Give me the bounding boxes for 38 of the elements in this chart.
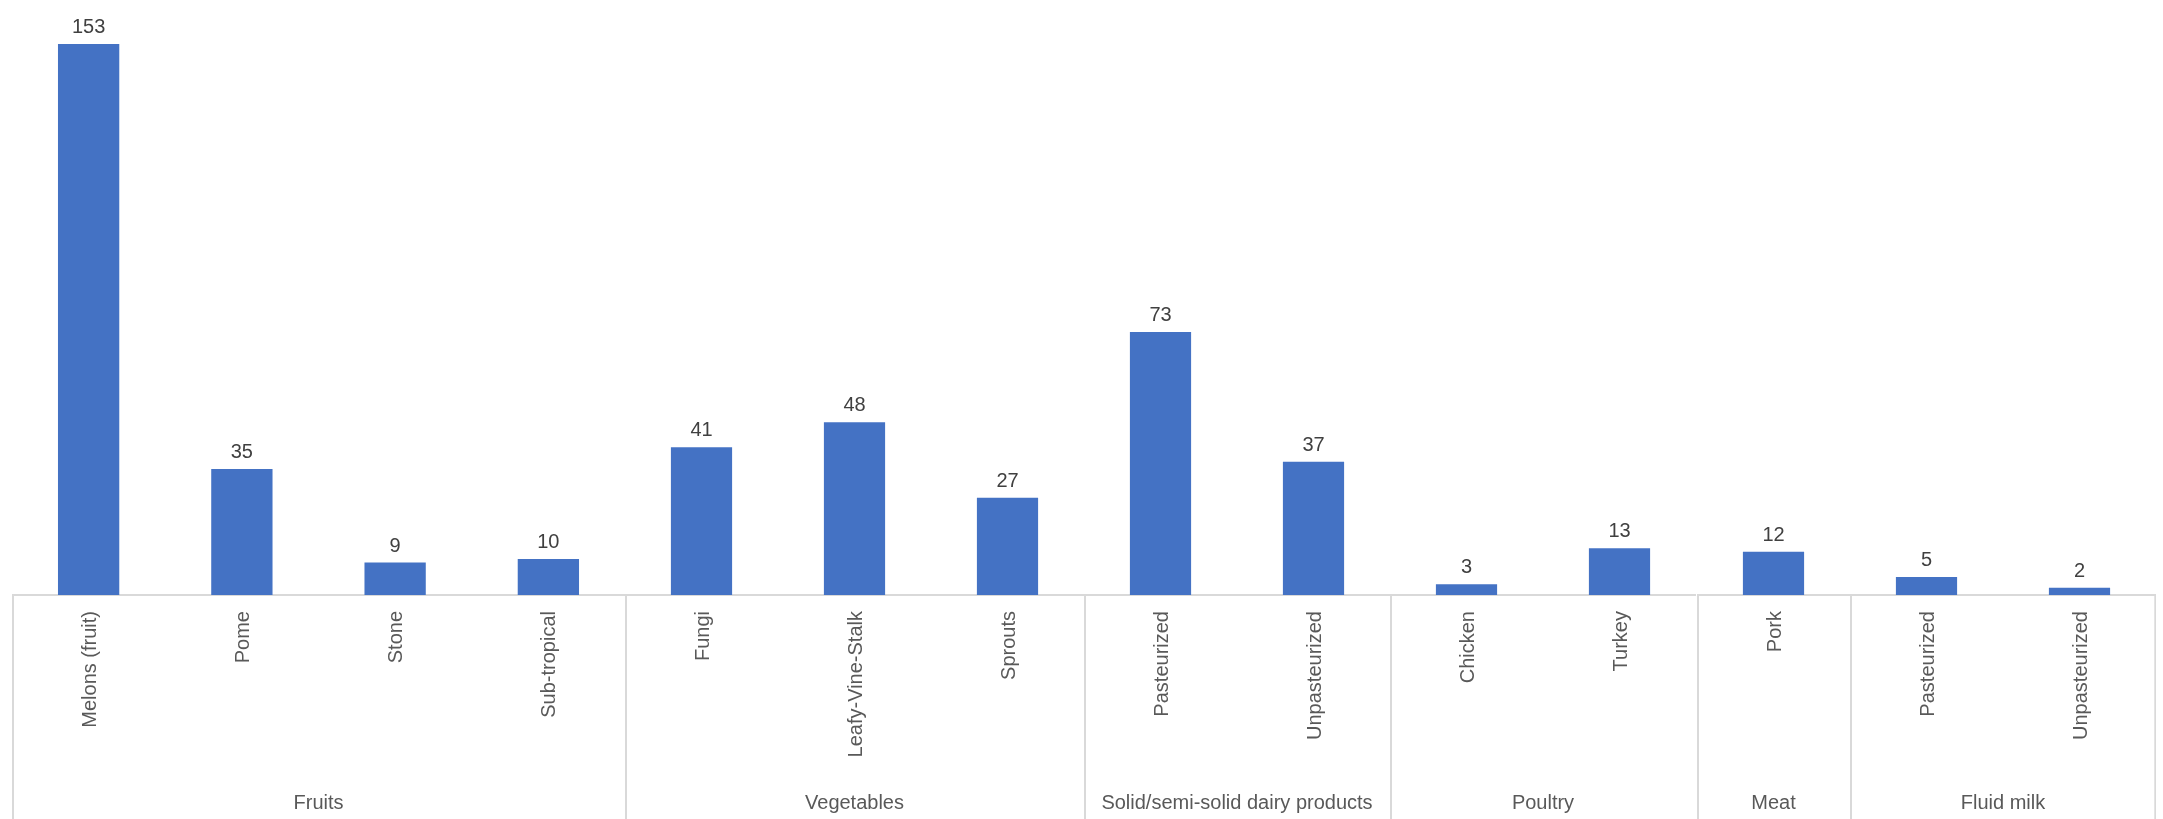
data-label: 41 [689,418,713,441]
bar [57,44,120,595]
data-label: 9 [389,533,401,556]
x-tick-label: Melons (fruit) [77,611,100,728]
x-tick-label: Chicken [1455,611,1478,684]
data-label: 10 [537,529,560,552]
x-tick-label: Pome [230,611,253,664]
x-axis-title: Meat [1750,791,1796,813]
x-tick-label: Pasteurized [1915,611,1938,717]
x-tick-label: Fungi [690,611,713,662]
x-tick-label: Stone [384,611,407,664]
data-label: 153 [71,15,106,37]
bar [364,562,426,595]
data-label: 2 [2073,558,2085,581]
x-axis-title: Poultry [1512,791,1575,813]
data-label: 5 [1920,547,1932,570]
x-tick-label: Unpasteurized [2068,611,2091,740]
x-tick-label: Pork [1762,610,1785,653]
x-tick-label: Turkey [1608,611,1631,672]
data-label: 27 [995,468,1019,491]
x-axis-title: Fruits [293,791,344,813]
x-tick-label: Sub-tropical [537,611,560,718]
x-tick-label: Sprouts [996,611,1019,680]
bar [517,558,580,595]
x-axis-title: Vegetables [804,791,904,813]
data-label: 13 [1608,519,1631,542]
data-label: 12 [1761,522,1785,545]
x-axis-title: Fluid milk [1960,791,2046,813]
bar [211,468,273,595]
data-label: 3 [1461,555,1473,578]
x-axis-title: Solid/semi-solid dairy products [1101,791,1373,813]
x-tick-label: Pasteurized [1149,611,1172,717]
data-label: 35 [230,439,253,462]
data-label: 73 [1149,303,1172,326]
x-tick-label: Leafy-Vine-Stalk [843,610,866,758]
x-tick-label: Unpasteurized [1302,611,1325,740]
data-label: 48 [842,393,866,416]
data-label: 37 [1302,432,1325,455]
